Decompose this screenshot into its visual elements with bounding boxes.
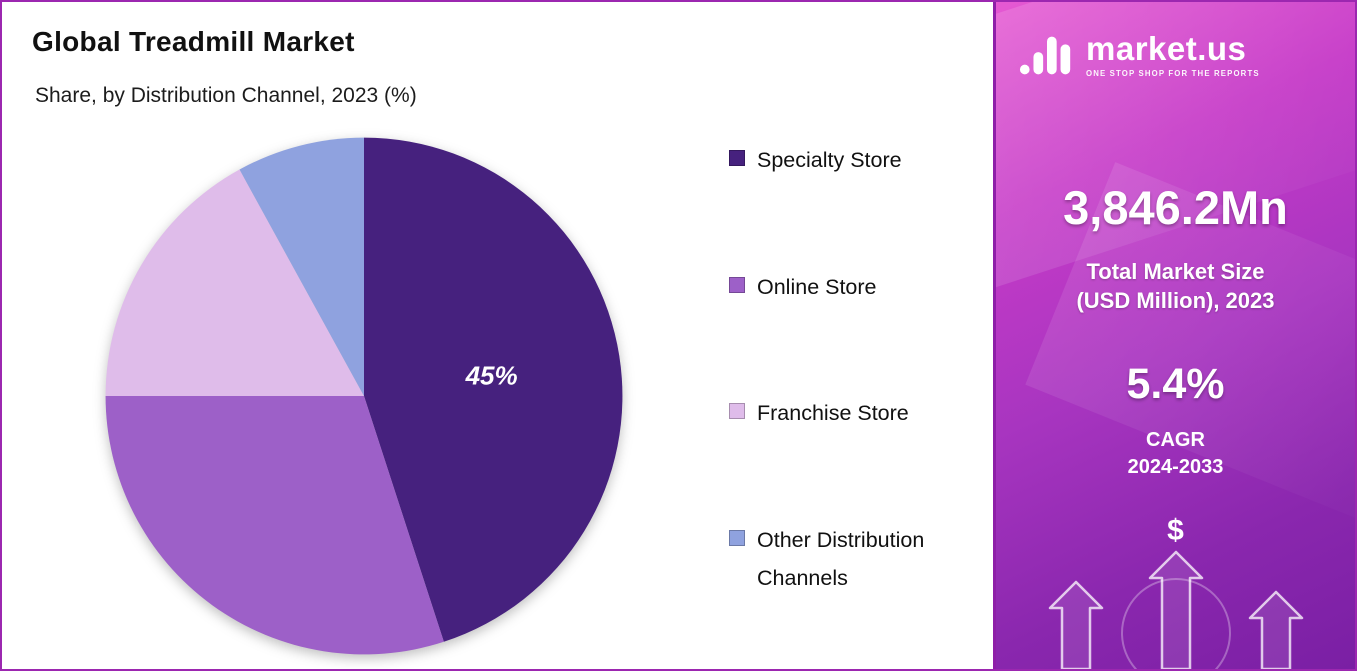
pie-slice-franchise-store (105, 169, 365, 396)
dollar-symbol: $ (1167, 514, 1184, 547)
pie-slice-value-label: 45% (465, 360, 518, 390)
pie-slice-specialty-store (364, 137, 623, 642)
legend-label: Specialty Store (757, 148, 902, 172)
market-size-value: 3,846.2Mn (1063, 181, 1288, 234)
pie-slice-other-distribution-channels (239, 137, 364, 397)
brand-text: market.us ONE STOP SHOP FOR THE REPORTS (1086, 32, 1260, 78)
growth-arrows-icon (1048, 550, 1303, 669)
chart-legend: Specialty Store Online Store Franchise S… (729, 142, 975, 597)
brand-name: market.us (1086, 30, 1247, 67)
chart-subtitle: Share, by Distribution Channel, 2023 (%) (35, 84, 417, 107)
pie-chart: 45% (105, 137, 623, 655)
legend-item-specialty-store: Specialty Store (729, 142, 975, 180)
chart-area: Global Treadmill Market Share, by Distri… (2, 2, 995, 669)
legend-item-other-distribution-channels: Other Distribution Channels (729, 522, 975, 597)
cagr-label: CAGR 2024-2033 (996, 427, 1355, 481)
market-size-label-line1: Total Market Size (1086, 259, 1265, 284)
legend-swatch-online-store (729, 276, 745, 293)
pie-slice-online-store (105, 396, 444, 655)
legend-label: Online Store (757, 274, 877, 299)
legend-swatch-other-distribution-channels (729, 529, 745, 546)
brand-tagline: ONE STOP SHOP FOR THE REPORTS (1086, 69, 1260, 78)
market-size-label: Total Market Size (USD Million), 2023 (996, 257, 1355, 315)
cagr-label-line2: 2024-2033 (1127, 456, 1224, 478)
legend-swatch-franchise-store (729, 403, 745, 420)
pie-chart-container: 45% (94, 126, 634, 666)
page-title: Global Treadmill Market (32, 26, 355, 57)
legend-swatch-specialty-store (729, 150, 745, 166)
market-size-label-line2: (USD Million), 2023 (1076, 288, 1275, 314)
legend-item-online-store: Online Store (729, 269, 975, 307)
cagr-label-line1: CAGR (1146, 429, 1205, 451)
legend-item-franchise-store: Franchise Store (729, 395, 975, 433)
legend-label: Franchise Store (757, 401, 909, 426)
brand-side-panel: market.us ONE STOP SHOP FOR THE REPORTS … (993, 2, 1355, 669)
marketus-logo-icon (1019, 36, 1071, 75)
brand-logo: market.us ONE STOP SHOP FOR THE REPORTS (1018, 30, 1260, 80)
cagr-value: 5.4% (1126, 360, 1225, 408)
legend-label: Other Distribution Channels (757, 527, 925, 590)
